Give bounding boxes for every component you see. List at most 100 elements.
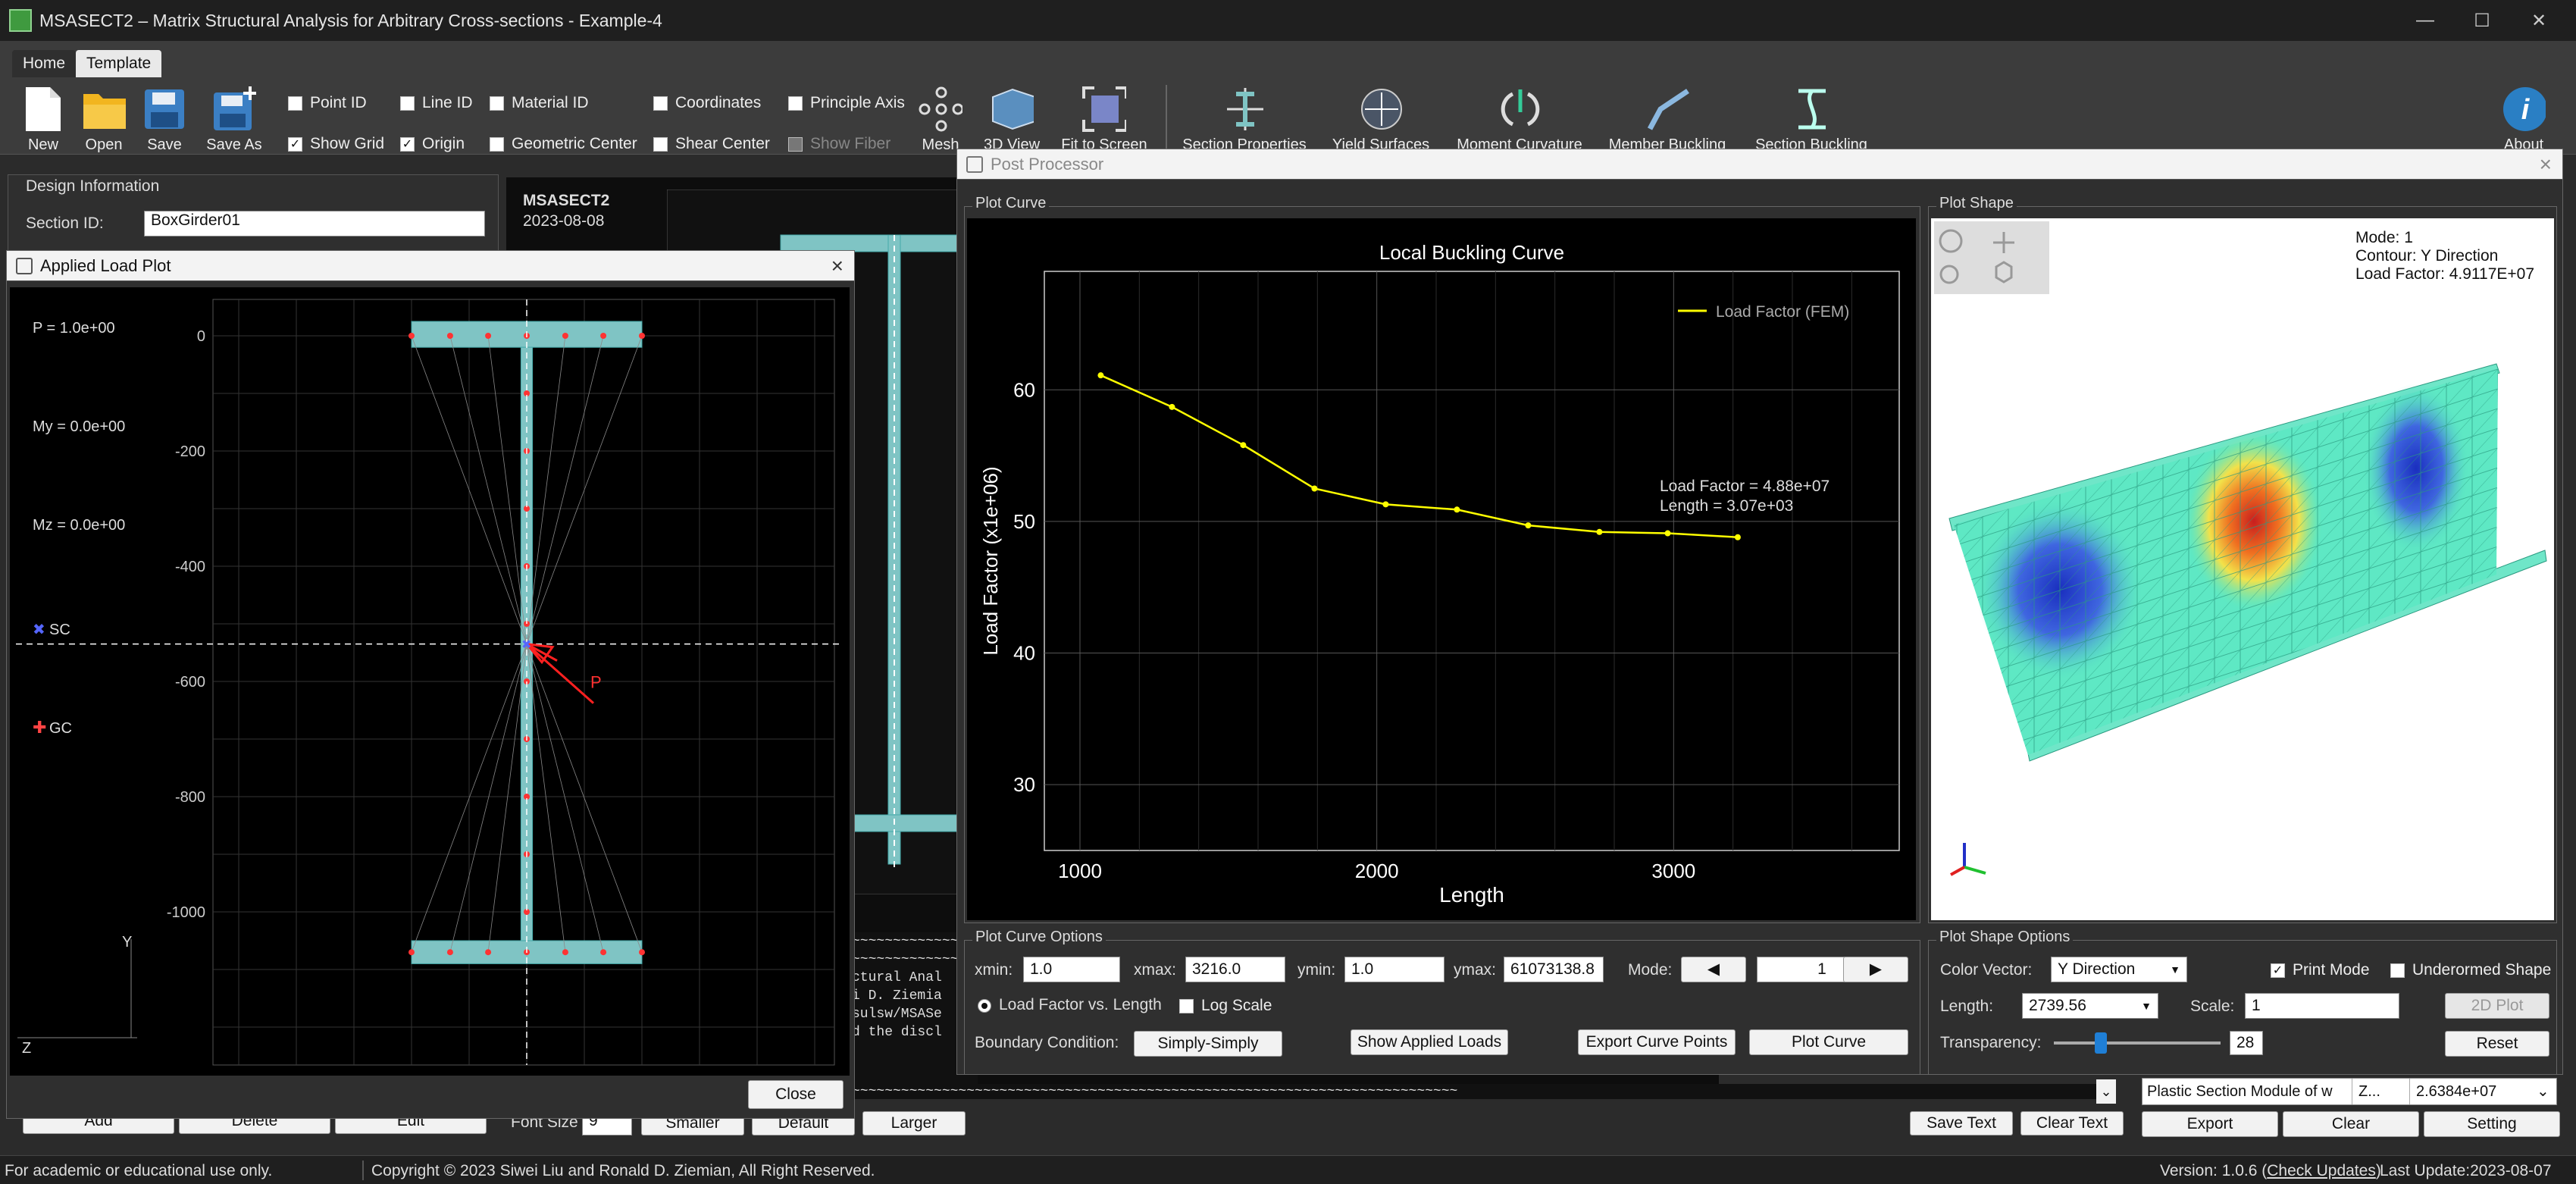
larger-button[interactable]: Larger (862, 1111, 966, 1135)
design-info-title: Design Information (26, 177, 160, 195)
checkbox-label: Line ID (422, 94, 473, 111)
color-vector-select[interactable]: Y Direction ▼ (2051, 957, 2187, 982)
checkbox-box[interactable] (490, 96, 504, 111)
data-point[interactable] (1169, 403, 1175, 410)
data-point[interactable] (1311, 485, 1318, 492)
ymin-input[interactable]: 1.0 (1344, 957, 1445, 982)
xmax-input[interactable]: 3216.0 (1185, 957, 1285, 982)
window-icon (966, 155, 983, 173)
checkbox-box[interactable]: ✓ (400, 136, 415, 152)
data-point[interactable] (1382, 501, 1389, 508)
show-applied-loads-button[interactable]: Show Applied Loads (1351, 1029, 1508, 1055)
transparency-slider-track[interactable] (2054, 1041, 2221, 1045)
new-button[interactable]: New (17, 85, 70, 154)
close-window-button[interactable]: ✕ (2531, 10, 2547, 31)
rotate-icon[interactable] (1939, 229, 1963, 253)
checkbox-origin[interactable]: ✓ Origin (400, 133, 465, 155)
ymax-input[interactable]: 61073138.8 (1504, 957, 1604, 982)
member-buckling-icon (1645, 85, 1689, 133)
transparency-slider-thumb[interactable] (2094, 1032, 2107, 1054)
section-buckling-button[interactable]: Section Buckling (1743, 85, 1880, 154)
section-id-input[interactable]: BoxGirder01 (144, 211, 485, 236)
member-buckling-button[interactable]: Member Buckling (1599, 85, 1736, 154)
data-point[interactable] (1734, 534, 1741, 540)
checkbox-box[interactable] (490, 136, 504, 152)
save-button[interactable]: Save (138, 85, 191, 154)
data-point[interactable] (1454, 506, 1460, 513)
load-vs-length-radio[interactable] (978, 999, 991, 1013)
setting-button[interactable]: Setting (2424, 1111, 2560, 1137)
export-button[interactable]: Export (2142, 1111, 2278, 1137)
mode-prev-button[interactable]: ◀ (1681, 957, 1746, 982)
pan-icon[interactable] (1993, 232, 2014, 253)
checkbox-shear-center[interactable]: Shear Center (653, 133, 770, 155)
section-properties-button[interactable]: Section Properties (1176, 85, 1313, 154)
mode-next-button[interactable]: ▶ (1843, 957, 1908, 982)
checkbox-point-id[interactable]: Point ID (288, 92, 367, 114)
checkbox-box[interactable] (400, 96, 415, 111)
clear-button[interactable]: Clear (2283, 1111, 2419, 1137)
checkbox-box[interactable] (1179, 998, 1194, 1013)
data-point[interactable] (1240, 442, 1247, 449)
checkbox-box[interactable]: ✓ (2271, 963, 2285, 978)
data-point[interactable] (1097, 372, 1104, 379)
section-node (562, 949, 568, 956)
log-scale-checkbox[interactable]: Log Scale (1179, 995, 1272, 1016)
transparency-input[interactable]: 28 (2230, 1031, 2263, 1055)
shear-center-marker: ✖ (521, 639, 531, 652)
checkbox-line-id[interactable]: Line ID (400, 92, 473, 114)
property-axis: Z... (2352, 1079, 2397, 1104)
boundary-condition-button[interactable]: Simply-Simply (1134, 1031, 1282, 1057)
open-button[interactable]: Open (76, 85, 132, 154)
checkbox-material-id[interactable]: Material ID (490, 92, 589, 114)
checkbox-show-grid[interactable]: ✓ Show Grid (288, 133, 384, 155)
checkbox-box[interactable] (653, 136, 668, 152)
zoom-icon[interactable] (1939, 265, 1959, 284)
mesh-button[interactable]: Mesh (916, 85, 966, 154)
stress-line (526, 644, 566, 953)
checkbox-principle-axis[interactable]: Principle Axis (788, 92, 905, 114)
checkbox-box[interactable] (288, 96, 302, 111)
about-button[interactable]: i About (2493, 85, 2554, 154)
checkbox-geometric-center[interactable]: Geometric Center (490, 133, 637, 155)
applied-load-close-button[interactable]: Close (748, 1080, 844, 1109)
length-select[interactable]: 2739.56 ▼ (2022, 993, 2158, 1019)
section-node (446, 333, 453, 339)
check-updates-link[interactable]: Check Updates (2267, 1162, 2376, 1179)
checkbox-label: Show Fiber (810, 135, 891, 152)
moment-curvature-button[interactable]: Moment Curvature (1449, 85, 1590, 154)
undeformed-shape-checkbox[interactable]: Underormed Shape (2390, 960, 2551, 981)
yield-surfaces-button[interactable]: Yield Surfaces (1320, 85, 1441, 154)
section-node (600, 949, 607, 956)
console-dropdown-icon[interactable]: ⌄ (2096, 1079, 2116, 1104)
xmin-input[interactable]: 1.0 (1023, 957, 1120, 982)
fit-to-screen-button[interactable]: Fit to Screen (1055, 85, 1153, 154)
maximize-button[interactable]: ☐ (2474, 10, 2490, 31)
minimize-button[interactable]: — (2416, 10, 2434, 30)
data-point[interactable] (1596, 528, 1603, 535)
3d-view-button[interactable]: 3D View (978, 85, 1046, 154)
export-curve-points-button[interactable]: Export Curve Points (1578, 1029, 1736, 1055)
data-point[interactable] (1664, 530, 1671, 537)
clear-text-button[interactable]: Clear Text (2020, 1111, 2124, 1135)
checkbox-box[interactable] (788, 96, 803, 111)
plot-curve-button[interactable]: Plot Curve (1749, 1029, 1908, 1055)
tab-home[interactable]: Home (12, 50, 77, 77)
save-text-button[interactable]: Save Text (1910, 1111, 2013, 1135)
checkbox-label: Log Scale (1201, 997, 1272, 1014)
checkbox-box[interactable] (653, 96, 668, 111)
property-row[interactable]: Plastic Section Module of w Z... 2.6384e… (2142, 1078, 2557, 1105)
checkbox-coordinates[interactable]: Coordinates (653, 92, 761, 114)
scroll-down-icon[interactable]: ⌄ (2537, 1083, 2549, 1100)
applied-load-close-icon[interactable]: × (831, 254, 844, 277)
print-mode-checkbox[interactable]: ✓ Print Mode (2271, 960, 2370, 981)
data-point[interactable] (1525, 522, 1532, 529)
post-processor-close-icon[interactable]: × (2539, 152, 2552, 176)
reset-view-icon[interactable] (1995, 261, 2013, 283)
save-as-button[interactable]: Save As (199, 85, 270, 154)
checkbox-box[interactable] (2390, 963, 2405, 978)
reset-button[interactable]: Reset (2445, 1031, 2549, 1057)
tab-template[interactable]: Template (76, 50, 162, 77)
scale-input[interactable]: 1 (2245, 993, 2399, 1019)
checkbox-box[interactable]: ✓ (288, 136, 302, 152)
